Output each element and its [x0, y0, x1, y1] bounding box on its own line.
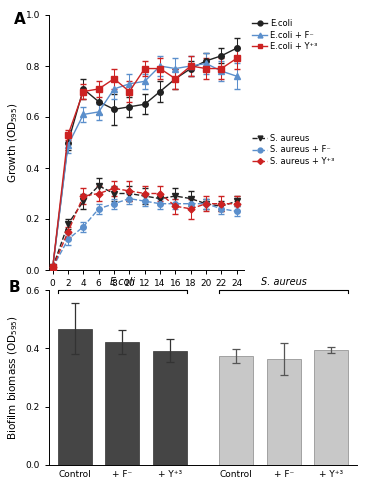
- Bar: [105, 342, 139, 465]
- Bar: [314, 350, 348, 465]
- Bar: [58, 328, 92, 465]
- Y-axis label: Growth (OD$_{595}$): Growth (OD$_{595}$): [6, 102, 20, 182]
- Bar: [267, 358, 301, 465]
- X-axis label: Time (hours): Time (hours): [114, 294, 180, 304]
- Legend: S. aureus, S. aureus + F⁻, S. aureus + Y⁺³: S. aureus, S. aureus + F⁻, S. aureus + Y…: [252, 134, 334, 166]
- Bar: [219, 356, 253, 465]
- Text: A: A: [14, 12, 26, 28]
- Y-axis label: Biofilm biomass (OD$_{595}$): Biofilm biomass (OD$_{595}$): [6, 315, 20, 440]
- Text: S. aureus: S. aureus: [261, 277, 306, 287]
- Text: B: B: [9, 280, 20, 294]
- Text: E.coli: E.coli: [109, 277, 135, 287]
- Bar: [153, 350, 187, 465]
